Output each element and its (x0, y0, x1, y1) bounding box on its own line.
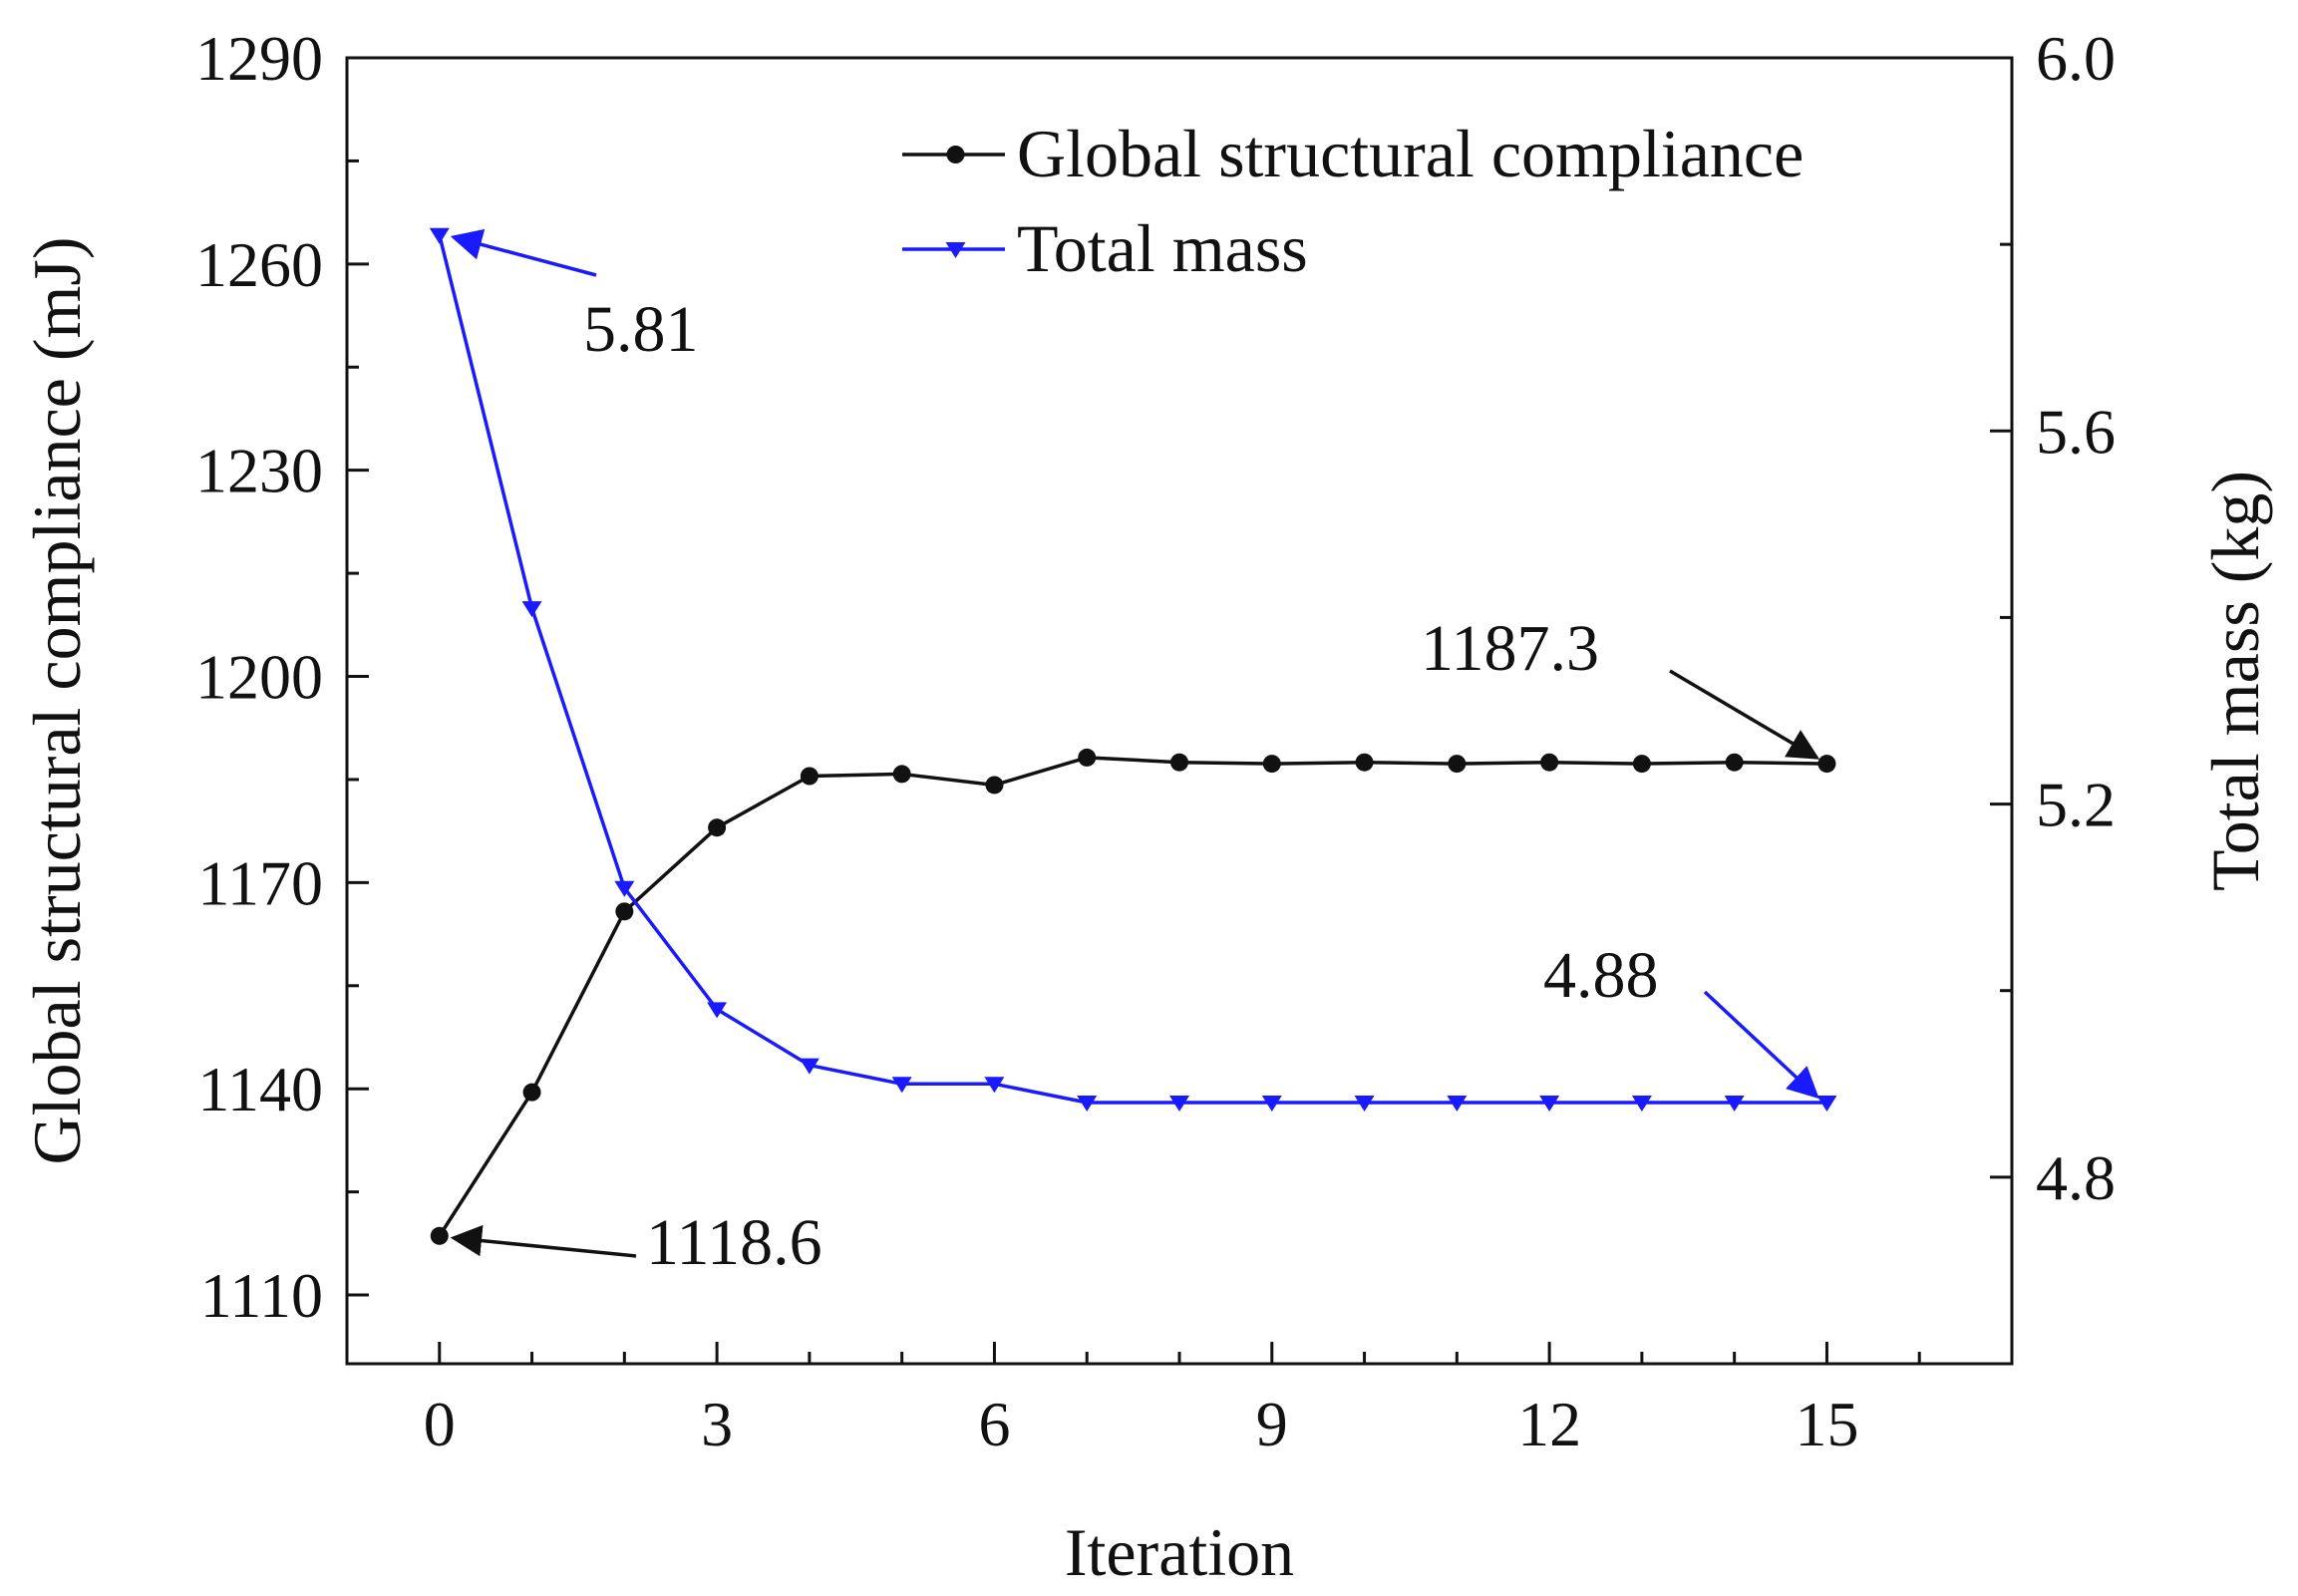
compliance-point (1632, 755, 1651, 774)
y-left-tick-label: 1140 (197, 1054, 323, 1124)
annotation-arrow (450, 228, 597, 277)
annotation-arrow (450, 1224, 637, 1258)
compliance-point (1817, 755, 1836, 774)
compliance-point (522, 1083, 541, 1102)
compliance-point (1078, 748, 1097, 767)
legend-marker-compliance (946, 146, 965, 163)
y-left-tick-label: 1230 (195, 436, 323, 506)
mass-point (1261, 1096, 1282, 1112)
x-tick-label: 0 (424, 1389, 456, 1459)
annotation-label: 1187.3 (1421, 612, 1599, 685)
legend-label-compliance: Global structural compliance (1017, 116, 1804, 191)
mass-point (1539, 1096, 1560, 1112)
mass-point (1724, 1096, 1745, 1112)
mass-point (521, 601, 542, 618)
annotation-label: 4.88 (1543, 939, 1659, 1012)
mass-point (1169, 1096, 1189, 1112)
compliance-point (615, 902, 634, 921)
compliance-point (1170, 753, 1188, 772)
compliance-point (1355, 753, 1374, 772)
compliance-point (1725, 753, 1744, 772)
compliance-point (1448, 755, 1467, 774)
chart-annotations: 5.81 1118.6 1187.3 4.88 (450, 228, 1820, 1279)
mass-point (707, 1002, 728, 1019)
y-left-tick-label: 1260 (195, 229, 323, 300)
mass-point (1354, 1096, 1375, 1112)
legend-marker-mass (945, 242, 966, 258)
y-right-tick-label: 5.6 (2036, 396, 2116, 467)
annotation-arrow (1703, 990, 1819, 1100)
series-line-mass (438, 234, 1827, 1105)
compliance-point (800, 767, 819, 786)
compliance-point (430, 1226, 449, 1245)
x-axis-title: Iteration (1065, 1514, 1294, 1590)
y-right-tick-label: 5.2 (2036, 770, 2116, 840)
compliance-point (708, 818, 727, 837)
mass-point (1447, 1096, 1468, 1112)
x-tick-label: 6 (978, 1389, 1010, 1459)
mass-point (799, 1058, 820, 1075)
x-tick-label: 9 (1256, 1389, 1288, 1459)
compliance-point (1262, 755, 1281, 774)
annotation-label: 1118.6 (646, 1206, 822, 1279)
chart-series (429, 227, 1837, 1245)
compliance-point (1540, 753, 1559, 772)
y-left-tick-label: 1200 (195, 642, 323, 713)
y-right-tick-label: 6.0 (2036, 23, 2116, 94)
y-left-tick-label: 1110 (200, 1260, 323, 1331)
mass-point (1631, 1096, 1652, 1112)
mass-point (891, 1077, 912, 1094)
chart-legend: Global structural compliance Total mass (902, 116, 1804, 286)
mass-point (429, 227, 450, 244)
compliance-point (892, 765, 911, 784)
axis-titles: Iteration Global structural compliance (m… (19, 237, 2273, 1590)
annotation-label: 5.81 (583, 293, 699, 366)
y-right-tick-label: 4.8 (2036, 1142, 2116, 1213)
legend-label-mass: Total mass (1017, 210, 1308, 286)
y-left-tick-label: 1170 (197, 847, 323, 918)
y-left-tick-label: 1290 (195, 23, 323, 94)
mass-point (1077, 1096, 1098, 1112)
mass-point (984, 1077, 1005, 1094)
x-tick-label: 15 (1795, 1389, 1858, 1459)
y-left-axis-title: Global structural compliance (mJ) (19, 237, 95, 1165)
x-tick-label: 12 (1517, 1389, 1581, 1459)
compliance-point (985, 776, 1004, 795)
x-tick-label: 3 (701, 1389, 733, 1459)
y-right-axis-title: Total mass (kg) (2197, 471, 2273, 891)
mass-point (614, 880, 635, 897)
axis-ticks: 0 3 6 9 12 15 1110 1140 1170 1200 1230 1260 1290 4.8 5… (195, 23, 2116, 1459)
mass-point (1816, 1096, 1837, 1112)
annotation-arrow (1669, 669, 1820, 760)
series-line-compliance (438, 756, 1827, 1237)
